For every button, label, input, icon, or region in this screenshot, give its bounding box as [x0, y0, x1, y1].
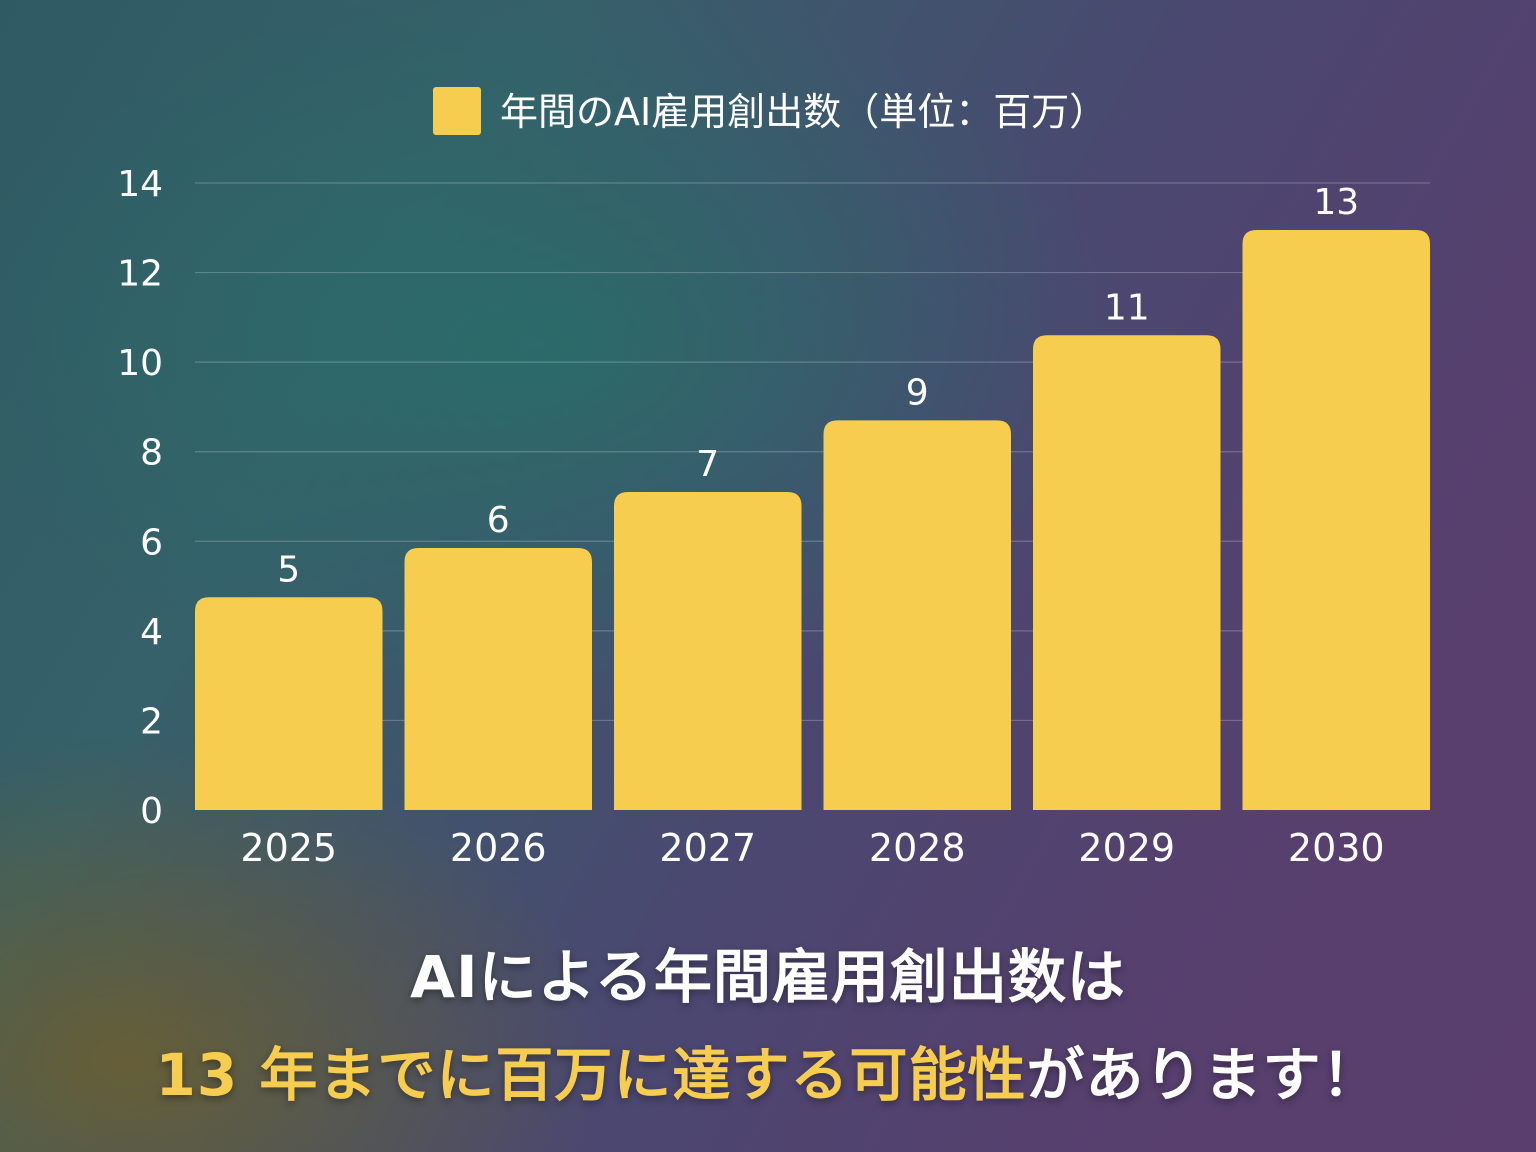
y-tick-label: 10 [117, 343, 163, 384]
data-label: 7 [696, 444, 719, 485]
caption-highlight: 13 年までに百万に達する可能性 [155, 1041, 1027, 1109]
y-tick-label: 2 [140, 701, 163, 742]
data-label: 13 [1313, 182, 1359, 223]
data-labels: 5 6 7 9 11 13 [277, 182, 1359, 590]
y-tick-label: 14 [117, 164, 163, 205]
bar-2026 [404, 548, 592, 810]
data-label: 9 [906, 372, 929, 413]
y-tick-label: 8 [140, 433, 163, 474]
bar-2027 [614, 492, 802, 810]
y-axis: 0 2 4 6 8 10 12 14 [117, 164, 163, 832]
x-tick-label: 2029 [1078, 826, 1175, 870]
chart-legend: 年間のAI雇用創出数（単位：百万） [433, 87, 1107, 135]
caption-line-1: AIによる年間雇用創出数は [410, 943, 1126, 1011]
legend-swatch [433, 87, 481, 135]
data-label: 6 [487, 500, 510, 541]
x-tick-label: 2030 [1288, 826, 1385, 870]
legend-label: 年間のAI雇用創出数（単位：百万） [500, 90, 1107, 134]
y-tick-label: 6 [140, 522, 163, 563]
bar-2028 [823, 420, 1011, 810]
y-tick-label: 0 [140, 791, 163, 832]
x-tick-label: 2028 [869, 826, 966, 870]
x-tick-label: 2027 [659, 826, 756, 870]
bar-2030 [1242, 230, 1430, 810]
bar-2029 [1033, 335, 1221, 810]
x-axis: 2025 2026 2027 2028 2029 2030 [240, 826, 1384, 870]
data-label: 5 [277, 549, 300, 590]
data-label: 11 [1104, 287, 1150, 328]
caption-rest: があります！ [1026, 1041, 1381, 1109]
y-tick-label: 12 [117, 254, 163, 295]
x-tick-label: 2025 [240, 826, 337, 870]
gridlines [195, 182, 1430, 722]
y-tick-label: 4 [140, 612, 163, 653]
bars [195, 230, 1430, 810]
x-tick-label: 2026 [450, 826, 547, 870]
bar-2025 [195, 597, 383, 810]
caption-line-2: 13 年までに百万に達する可能性があります！ [0, 1028, 1536, 1112]
bar-chart: 年間のAI雇用創出数（単位：百万） 0 2 4 6 8 10 12 14 5 6 7 9 11 13 2… [117, 87, 1430, 870]
